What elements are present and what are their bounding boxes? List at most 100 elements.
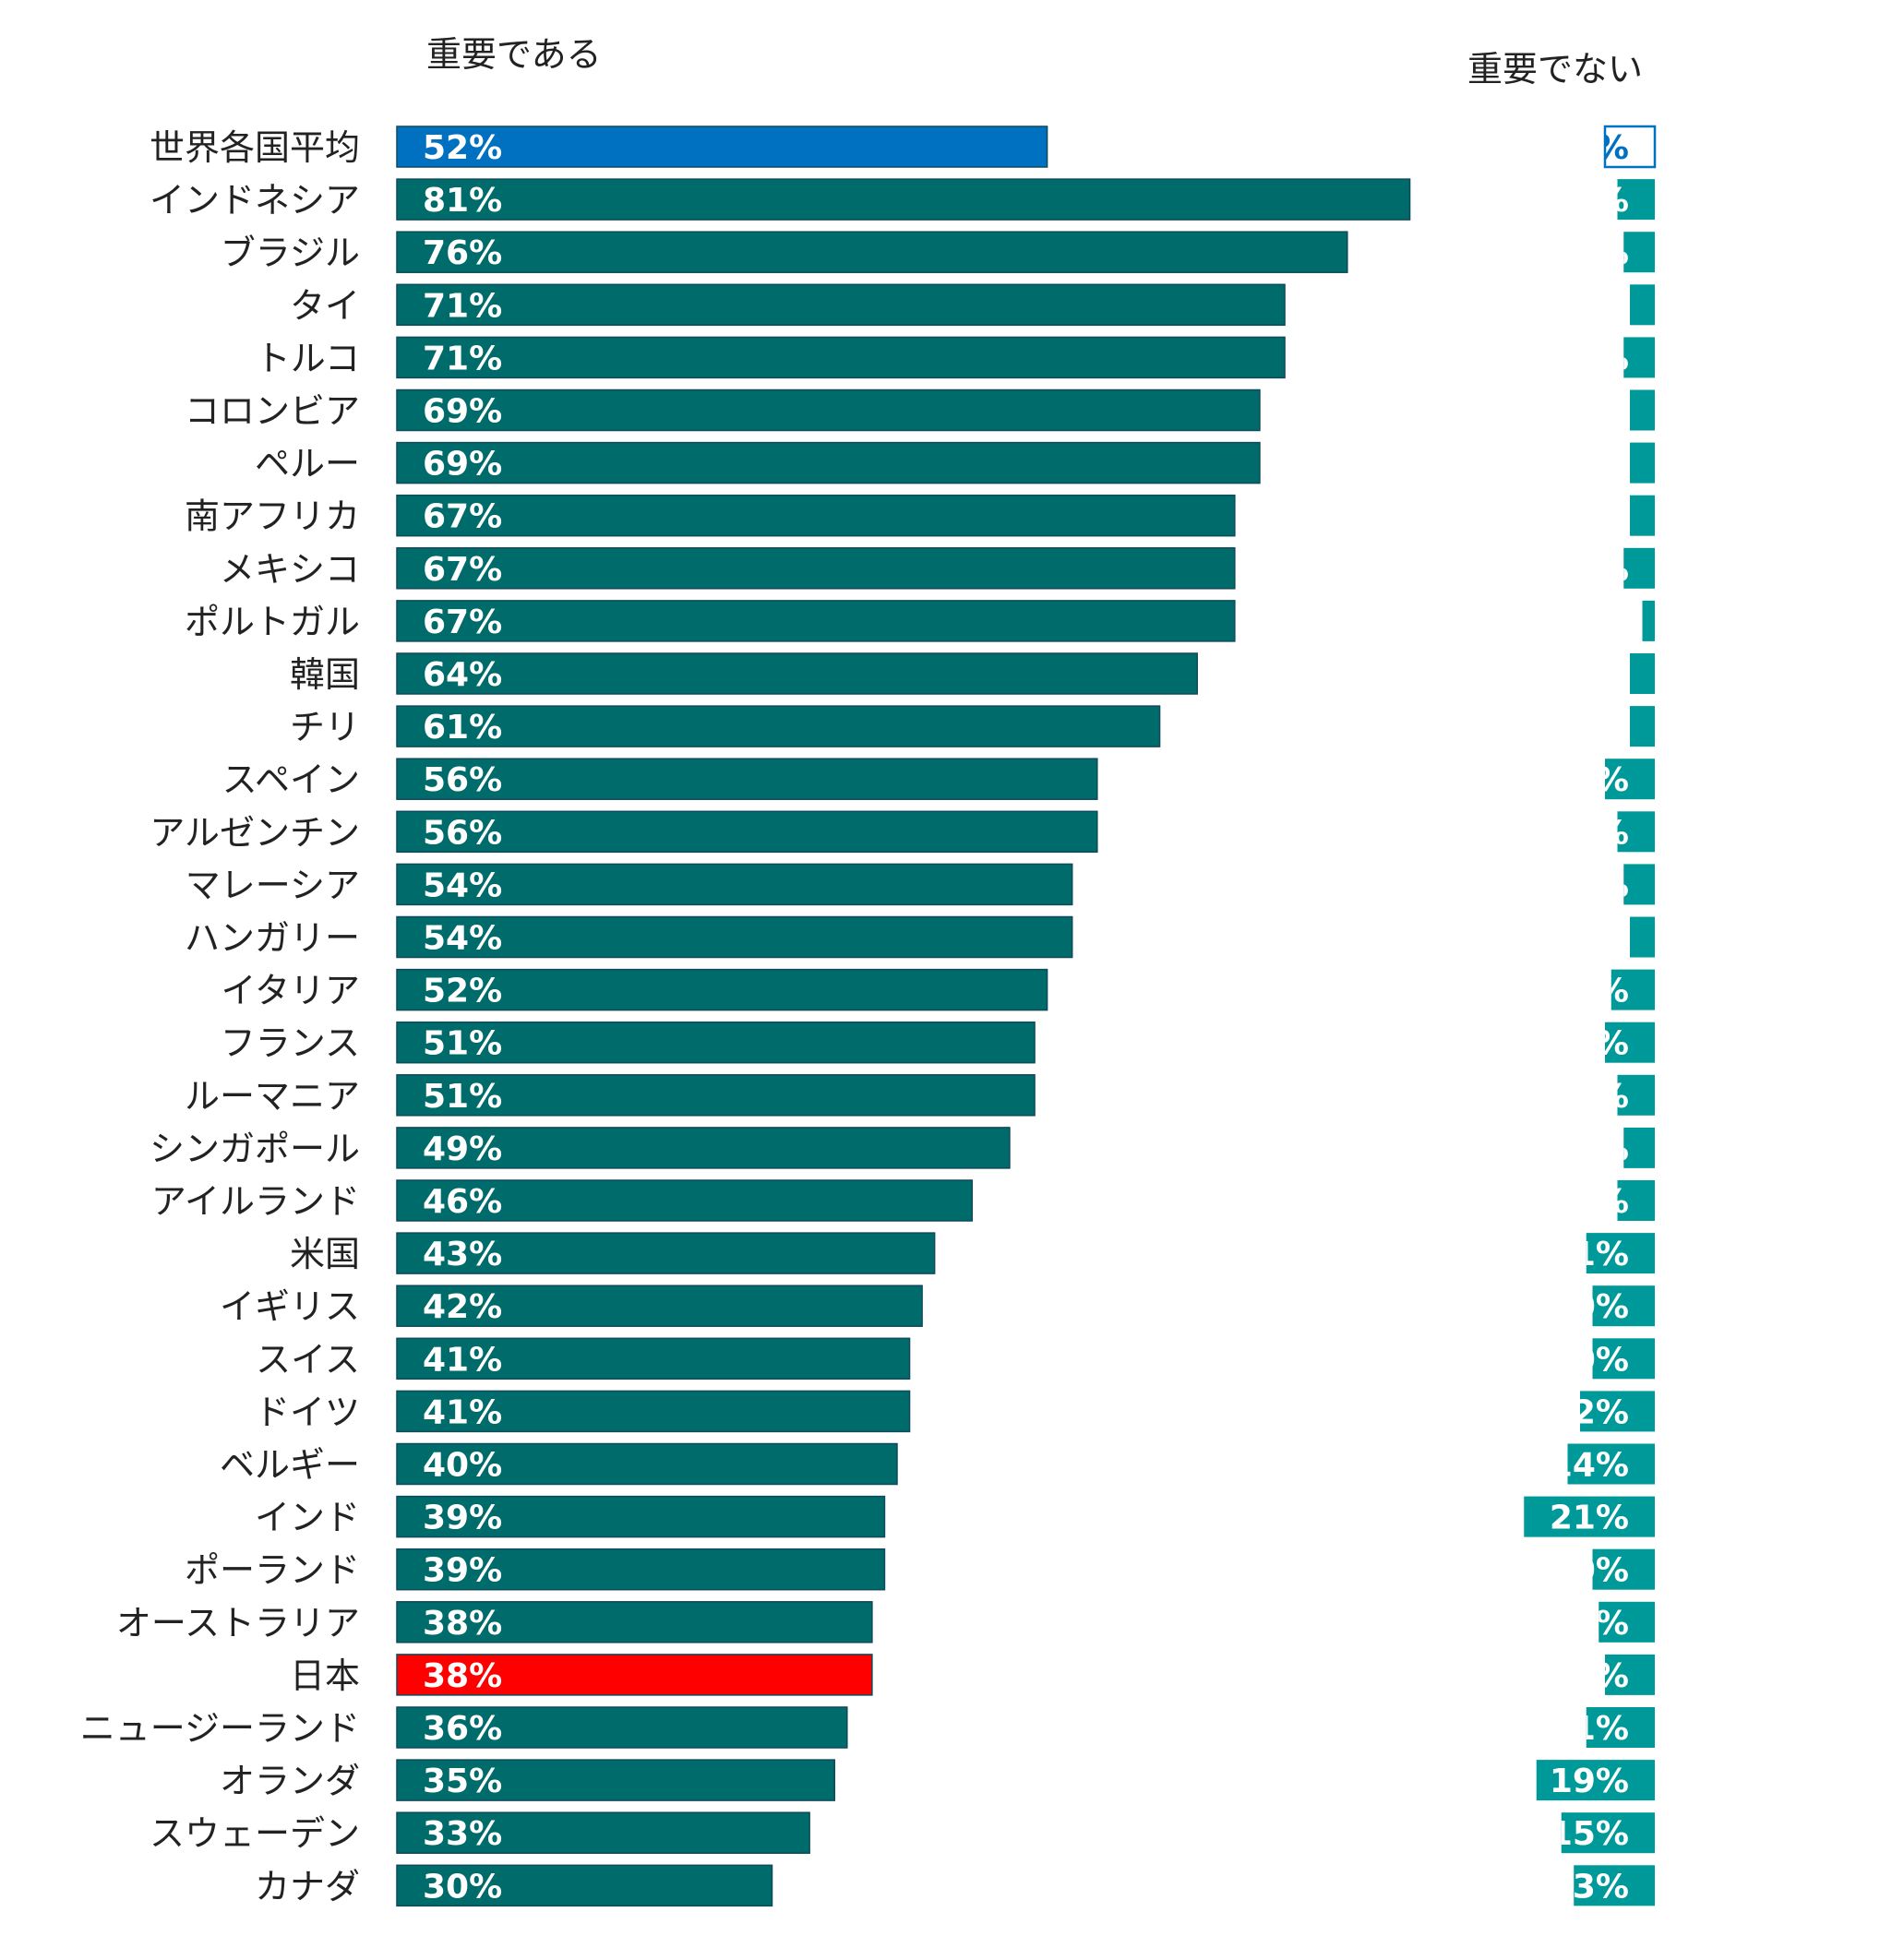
data-label-not-important: 14% [1550, 1447, 1629, 1485]
bar-important [396, 494, 1236, 537]
category-label: マレーシア [186, 865, 360, 905]
bar-important [396, 1021, 1036, 1064]
data-label-important: 81% [423, 182, 502, 220]
data-label-not-important: 5% [1573, 340, 1629, 377]
data-label-important: 40% [423, 1447, 502, 1485]
bar-not-important [1617, 179, 1655, 221]
category-label: 世界各国平均 [150, 127, 360, 168]
data-label-important: 39% [423, 1500, 502, 1537]
data-label-not-important: 8% [1573, 761, 1629, 799]
data-label-important: 54% [423, 866, 502, 904]
data-label-not-important: 8% [1573, 1025, 1629, 1063]
category-label: ベルギー [220, 1445, 360, 1486]
bar-not-important [1617, 1074, 1655, 1116]
data-label-not-important: % [1596, 866, 1629, 904]
data-label-important: 51% [423, 1078, 502, 1116]
bar-important [396, 1127, 1011, 1169]
data-label-important: 41% [423, 1393, 502, 1431]
bar-not-important [1630, 284, 1655, 326]
category-label: 日本 [290, 1655, 360, 1696]
bar-not-important [1592, 1285, 1655, 1327]
category-label: コロンビア [185, 391, 360, 432]
bar-not-important [1617, 811, 1655, 853]
data-label-not-important: 8% [1573, 1657, 1629, 1695]
bar-important [396, 968, 1048, 1011]
data-label-not-important: 7% [1573, 973, 1629, 1010]
data-label-important: 54% [423, 920, 502, 958]
data-label-not-important: 6% [1573, 182, 1629, 220]
data-label-not-important: % [1596, 709, 1629, 747]
bar-important [396, 1811, 810, 1854]
bar-not-important [1630, 653, 1655, 694]
bar-not-important [1603, 125, 1657, 169]
data-label-not-important: % [1596, 393, 1629, 431]
bar-important [396, 441, 1261, 484]
bar-important [396, 231, 1348, 273]
data-label-important: 69% [423, 446, 502, 484]
bar-not-important [1567, 1443, 1655, 1485]
category-label: シンガポール [150, 1129, 360, 1169]
bar-important [396, 125, 1048, 168]
bar-not-important [1536, 1760, 1655, 1801]
category-label: 韓国 [290, 654, 360, 695]
bar-not-important [1524, 1496, 1655, 1537]
data-label-not-important: 15% [1550, 1815, 1629, 1853]
bar-important [396, 283, 1286, 327]
bar-important [396, 758, 1098, 800]
data-label-not-important: % [1596, 498, 1629, 536]
bar-important [396, 863, 1073, 906]
bar-important [396, 1390, 911, 1433]
data-label-not-important: 6% [1573, 814, 1629, 852]
data-label-important: 41% [423, 1341, 502, 1379]
data-label-not-important: % [1596, 446, 1629, 484]
category-label: オーストラリア [116, 1603, 360, 1643]
category-label: ポルトガル [185, 602, 360, 642]
data-label-important: 76% [423, 234, 502, 272]
category-label: トルコ [256, 338, 360, 378]
category-label: 南アフリカ [185, 496, 360, 537]
data-label-not-important: 19% [1550, 1763, 1629, 1800]
bar-important [396, 1759, 835, 1801]
bar-important [396, 1232, 936, 1274]
data-label-not-important: 10% [1550, 1341, 1629, 1379]
bar-not-important [1605, 1022, 1655, 1063]
bar-not-important [1630, 495, 1655, 536]
bar-important [396, 652, 1198, 695]
bar-important [396, 336, 1286, 379]
category-label: イギリス [220, 1286, 360, 1327]
category-label: チリ [290, 707, 360, 747]
data-label-important: 35% [423, 1763, 502, 1800]
bar-not-important [1599, 1601, 1655, 1643]
data-label-not-important: 9% [1573, 1605, 1629, 1643]
data-label-not-important: 5% [1573, 551, 1629, 589]
category-label: インドネシア [150, 180, 360, 221]
bar-not-important [1574, 1865, 1655, 1906]
data-label-not-important: 21% [1550, 1500, 1629, 1537]
bar-important [396, 1495, 886, 1538]
bar-not-important [1630, 916, 1655, 958]
bar-important [396, 178, 1411, 221]
category-label: メキシコ [220, 549, 360, 590]
category-label: スペイン [222, 759, 360, 800]
bar-important [396, 1442, 898, 1486]
bar-not-important [1642, 600, 1655, 641]
category-label: インド [255, 1498, 360, 1538]
data-label-important: 33% [423, 1815, 502, 1853]
category-label: スイス [256, 1339, 360, 1380]
data-label-important: 69% [423, 393, 502, 431]
header-important: 重要である [426, 34, 602, 75]
data-label-important: 56% [423, 814, 502, 852]
bar-important [396, 1654, 873, 1696]
bar-not-important [1623, 1127, 1655, 1168]
data-label-important: 36% [423, 1710, 502, 1748]
data-label-important: 56% [423, 761, 502, 799]
data-label-important: 71% [423, 287, 502, 325]
bar-not-important [1617, 1180, 1655, 1221]
data-label-not-important: 10% [1550, 1552, 1629, 1590]
bar-not-important [1605, 1654, 1655, 1695]
category-label: タイ [290, 285, 360, 326]
data-label-important: 30% [423, 1868, 502, 1906]
bar-not-important [1586, 1707, 1655, 1748]
data-label-important: 39% [423, 1552, 502, 1590]
